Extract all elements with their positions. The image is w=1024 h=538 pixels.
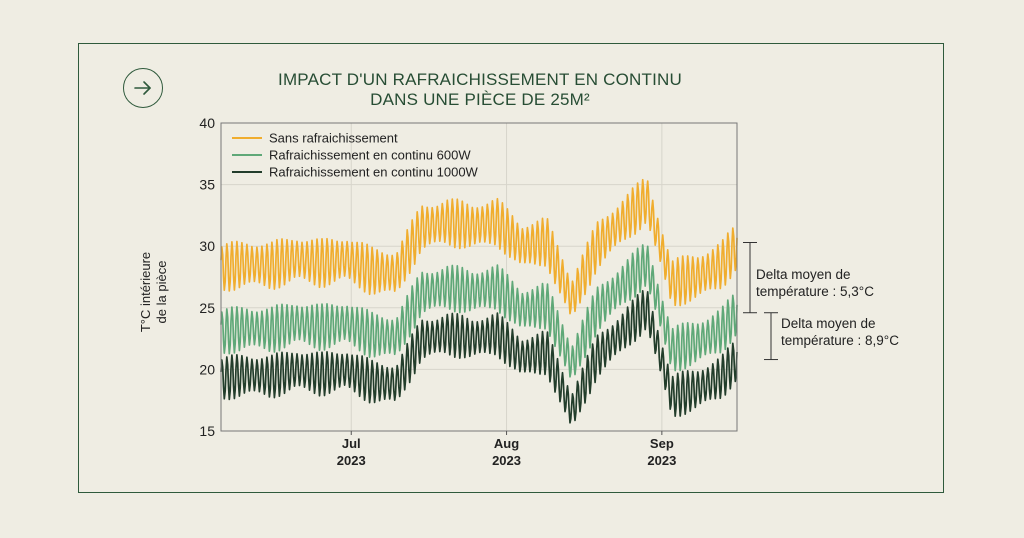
delta-brackets	[743, 242, 778, 361]
x-tick-year: 2023	[337, 453, 366, 468]
legend-label: Rafraichissement en continu 1000W	[269, 165, 479, 180]
x-tick-label: Aug	[494, 436, 519, 451]
annotation-delta-600w: Delta moyen de température : 5,3°C	[756, 266, 874, 300]
legend-label: Rafraichissement en continu 600W	[269, 148, 471, 163]
y-ticks: 15 20 25 30 35 40	[199, 115, 215, 439]
y-tick-label: 35	[199, 177, 215, 193]
chart-title: IMPACT D'UN RAFRAICHISSEMENT EN CONTINU …	[200, 70, 760, 110]
next-arrow-button[interactable]	[123, 68, 163, 108]
x-tick-label: Jul	[342, 436, 361, 451]
x-ticks: Jul 2023 Aug 2023 Sep 2023	[337, 431, 676, 468]
series-line-1	[220, 178, 738, 315]
annotation-delta-1000w-line1: Delta moyen de	[781, 316, 876, 331]
annotation-delta-600w-line2: température : 5,3°C	[756, 284, 874, 299]
y-tick-label: 30	[199, 238, 215, 254]
series-lines	[220, 178, 738, 424]
annotation-delta-1000w-line2: température : 8,9°C	[781, 333, 899, 348]
x-tick-year: 2023	[492, 453, 521, 468]
chart-title-line2: DANS UNE PIÈCE DE 25M²	[370, 90, 590, 109]
annotation-delta-600w-line1: Delta moyen de	[756, 267, 851, 282]
legend-label: Sans rafraichissement	[269, 131, 398, 146]
series-line-3	[220, 290, 738, 424]
y-tick-label: 15	[199, 423, 215, 439]
legend: Sans rafraichissement Rafraichissement en…	[232, 131, 479, 180]
arrow-right-icon	[134, 81, 151, 95]
chart-title-line1: IMPACT D'UN RAFRAICHISSEMENT EN CONTINU	[278, 70, 682, 89]
y-tick-label: 40	[199, 115, 215, 131]
series-line-2	[220, 244, 738, 378]
plot-border	[220, 122, 738, 432]
x-tick-label: Sep	[650, 436, 674, 451]
chart-card	[78, 43, 944, 493]
y-tick-label: 25	[199, 300, 215, 316]
annotation-delta-1000w: Delta moyen de température : 8,9°C	[781, 315, 899, 349]
y-tick-label: 20	[199, 361, 215, 377]
x-tick-year: 2023	[647, 453, 676, 468]
